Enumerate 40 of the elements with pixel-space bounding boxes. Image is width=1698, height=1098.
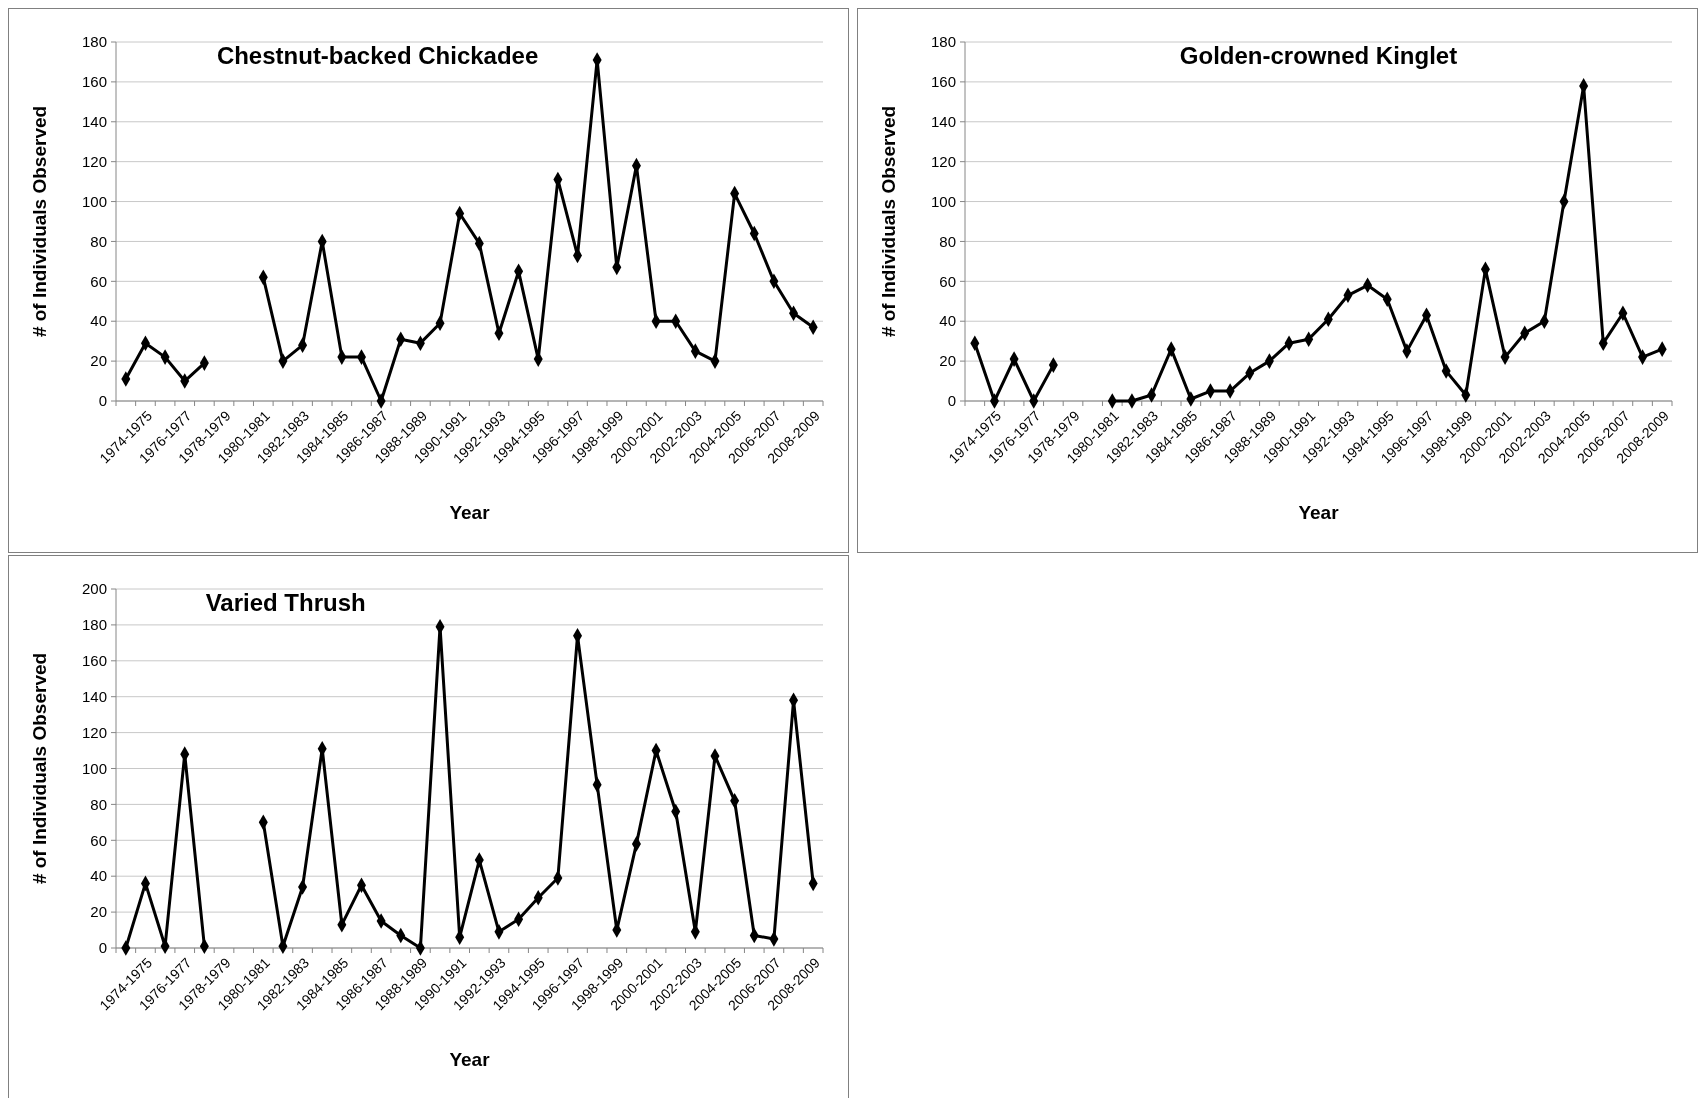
y-tick-label: 0	[98, 939, 107, 957]
y-tick-label: 180	[930, 33, 956, 51]
y-tick-label: 100	[81, 192, 107, 210]
y-tick-label: 100	[930, 192, 956, 210]
y-axis-title: # of Individuals Observed	[878, 105, 899, 338]
y-tick-label: 60	[90, 831, 107, 849]
y-tick-label: 160	[81, 73, 107, 91]
chart-title: Varied Thrush	[205, 589, 366, 616]
y-tick-label: 20	[90, 352, 107, 370]
y-tick-label: 40	[939, 312, 956, 330]
y-tick-label: 80	[90, 795, 107, 813]
chart-title: Chestnut-backed Chickadee	[216, 42, 539, 69]
y-tick-label: 40	[90, 867, 107, 885]
y-tick-label: 60	[90, 272, 107, 290]
y-tick-label: 120	[81, 723, 107, 741]
y-tick-label: 120	[81, 152, 107, 170]
y-tick-label: 160	[930, 73, 956, 91]
y-tick-label: 60	[939, 272, 956, 290]
y-tick-label: 180	[81, 616, 107, 634]
y-tick-label: 140	[930, 113, 956, 131]
x-axis-title: Year	[1298, 502, 1340, 523]
y-tick-label: 80	[90, 232, 107, 250]
y-tick-label: 140	[81, 113, 107, 131]
y-tick-label: 160	[81, 652, 107, 670]
y-tick-label: 100	[81, 759, 107, 777]
y-axis-title: # of Individuals Observed	[29, 105, 50, 338]
x-axis-title: Year	[449, 1049, 491, 1070]
chart-title: Golden-crowned Kinglet	[1179, 42, 1458, 69]
y-tick-label: 80	[939, 232, 956, 250]
y-tick-label: 40	[90, 312, 107, 330]
y-tick-label: 120	[930, 152, 956, 170]
y-tick-label: 20	[90, 903, 107, 921]
y-axis-title: # of Individuals Observed	[29, 652, 50, 885]
y-tick-label: 140	[81, 687, 107, 705]
y-tick-label: 180	[81, 33, 107, 51]
y-tick-label: 0	[947, 392, 956, 410]
y-tick-label: 200	[81, 580, 107, 598]
x-axis-title: Year	[449, 502, 491, 523]
y-tick-label: 20	[939, 352, 956, 370]
y-tick-label: 0	[98, 392, 107, 410]
